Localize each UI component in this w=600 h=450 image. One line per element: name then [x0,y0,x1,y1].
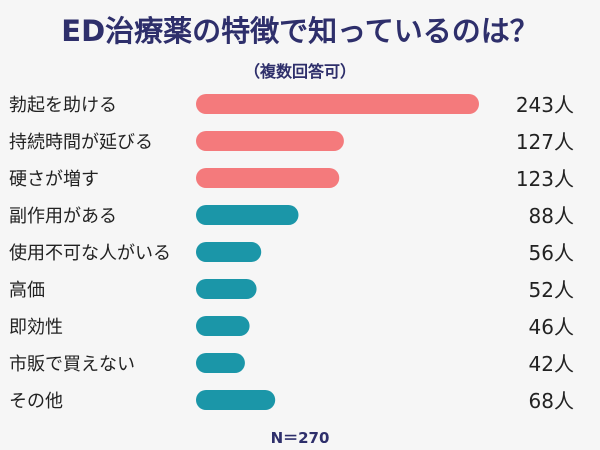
category-label: 市販で買えない [9,354,135,375]
value-label: 46人 [529,315,574,339]
chart-title: ED治療薬の特徴で知っているのは？ [61,14,539,48]
value-label: 88人 [529,204,574,228]
bar [196,168,340,188]
category-label: その他 [9,391,63,412]
value-label: 243人 [516,93,574,117]
sample-size-note: N＝270 [270,429,330,447]
category-label: 勃起を助ける [9,95,117,116]
value-label: 42人 [529,352,574,376]
category-label: 副作用がある [9,206,117,227]
value-label: 52人 [529,278,574,302]
category-label: 即効性 [9,317,63,338]
bar [196,353,245,373]
bar [196,131,344,151]
bar [196,205,299,225]
value-label: 127人 [516,130,574,154]
category-label: 硬さが増す [9,169,99,190]
bar [196,94,479,114]
chart-subtitle: （複数回答可） [243,62,356,81]
value-label: 123人 [516,167,574,191]
bar [196,279,257,299]
bar [196,390,276,410]
value-label: 56人 [529,241,574,265]
category-label: 高価 [9,280,45,301]
bar [196,316,250,336]
value-label: 68人 [529,389,574,413]
category-label: 使用不可な人がいる [9,243,171,264]
bar [196,242,262,262]
category-label: 持続時間が延びる [9,132,153,153]
